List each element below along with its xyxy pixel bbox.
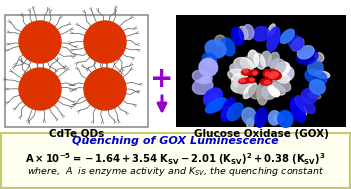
FancyBboxPatch shape	[5, 15, 148, 127]
FancyBboxPatch shape	[176, 15, 346, 127]
Ellipse shape	[238, 82, 250, 94]
Ellipse shape	[250, 70, 258, 76]
Ellipse shape	[269, 111, 280, 125]
Ellipse shape	[269, 75, 273, 78]
Ellipse shape	[228, 69, 247, 81]
Ellipse shape	[295, 96, 315, 113]
Ellipse shape	[316, 71, 330, 78]
Ellipse shape	[297, 49, 318, 64]
Ellipse shape	[261, 51, 271, 67]
Ellipse shape	[257, 82, 268, 105]
Ellipse shape	[246, 77, 255, 83]
Ellipse shape	[271, 74, 277, 78]
Text: where,  $A$  is enzyme activity and $K_{SV}$, the quenching constant: where, $A$ is enzyme activity and $K_{SV…	[27, 165, 324, 178]
Ellipse shape	[246, 118, 254, 128]
Text: Quenching of GOX Luminescence: Quenching of GOX Luminescence	[72, 136, 279, 146]
Ellipse shape	[268, 72, 276, 79]
Ellipse shape	[278, 111, 293, 127]
Ellipse shape	[232, 73, 248, 87]
Ellipse shape	[240, 57, 253, 70]
Ellipse shape	[266, 70, 279, 77]
Ellipse shape	[289, 36, 303, 50]
Ellipse shape	[221, 38, 235, 56]
Ellipse shape	[275, 73, 279, 76]
Ellipse shape	[278, 66, 294, 81]
Ellipse shape	[260, 78, 272, 85]
Ellipse shape	[242, 108, 256, 124]
Ellipse shape	[271, 72, 277, 75]
Ellipse shape	[262, 85, 277, 99]
Ellipse shape	[230, 64, 244, 76]
Ellipse shape	[297, 46, 314, 59]
Ellipse shape	[202, 53, 217, 65]
Ellipse shape	[254, 53, 265, 69]
Text: $\mathbf{A \times 10^{-5}}$$\mathbf{= -1.64 + 3.54\ K_{SV} - 2.01\ (K_{SV})^{2} : $\mathbf{A \times 10^{-5}}$$\mathbf{= -1…	[25, 151, 326, 167]
Ellipse shape	[268, 24, 275, 36]
Ellipse shape	[301, 88, 317, 104]
Ellipse shape	[239, 78, 250, 84]
Ellipse shape	[272, 77, 291, 91]
Ellipse shape	[270, 83, 285, 95]
Ellipse shape	[248, 50, 259, 67]
Ellipse shape	[308, 93, 321, 99]
Ellipse shape	[280, 29, 294, 43]
Ellipse shape	[231, 79, 252, 93]
Ellipse shape	[253, 72, 257, 75]
Ellipse shape	[222, 106, 230, 119]
Ellipse shape	[268, 85, 279, 97]
Ellipse shape	[192, 70, 212, 84]
Ellipse shape	[206, 98, 227, 113]
Ellipse shape	[205, 40, 226, 58]
Ellipse shape	[192, 79, 213, 94]
Ellipse shape	[270, 71, 282, 80]
Ellipse shape	[204, 57, 213, 66]
Ellipse shape	[265, 72, 270, 76]
Ellipse shape	[221, 98, 235, 121]
Circle shape	[19, 21, 61, 63]
Ellipse shape	[308, 60, 323, 75]
Ellipse shape	[241, 69, 251, 75]
Ellipse shape	[274, 115, 284, 123]
Ellipse shape	[274, 62, 290, 76]
Ellipse shape	[238, 26, 248, 40]
Ellipse shape	[243, 83, 257, 99]
Circle shape	[84, 21, 126, 63]
Ellipse shape	[267, 27, 280, 51]
Ellipse shape	[255, 108, 267, 127]
Ellipse shape	[199, 59, 218, 76]
Ellipse shape	[253, 26, 269, 41]
Ellipse shape	[243, 25, 254, 40]
Text: CdTe QDs: CdTe QDs	[49, 129, 104, 139]
Ellipse shape	[240, 79, 245, 82]
Ellipse shape	[243, 69, 248, 72]
Ellipse shape	[271, 59, 285, 73]
Ellipse shape	[249, 85, 263, 99]
Circle shape	[84, 68, 126, 110]
Ellipse shape	[234, 57, 254, 73]
Ellipse shape	[215, 35, 225, 46]
Ellipse shape	[291, 38, 304, 51]
Circle shape	[19, 68, 61, 110]
FancyBboxPatch shape	[1, 133, 350, 188]
Ellipse shape	[232, 27, 244, 45]
Ellipse shape	[263, 70, 271, 77]
Text: +: +	[150, 65, 174, 93]
Ellipse shape	[268, 52, 279, 67]
Ellipse shape	[204, 88, 222, 106]
Ellipse shape	[200, 77, 210, 82]
Text: Glucose Oxidase (GOX): Glucose Oxidase (GOX)	[193, 129, 329, 139]
Ellipse shape	[227, 103, 243, 121]
Ellipse shape	[264, 81, 270, 84]
Ellipse shape	[272, 72, 280, 78]
Ellipse shape	[290, 98, 305, 122]
Ellipse shape	[299, 105, 306, 115]
Ellipse shape	[309, 80, 325, 94]
Ellipse shape	[277, 74, 290, 83]
Ellipse shape	[205, 93, 219, 103]
Ellipse shape	[315, 53, 324, 62]
Ellipse shape	[305, 69, 327, 85]
Ellipse shape	[250, 78, 254, 81]
